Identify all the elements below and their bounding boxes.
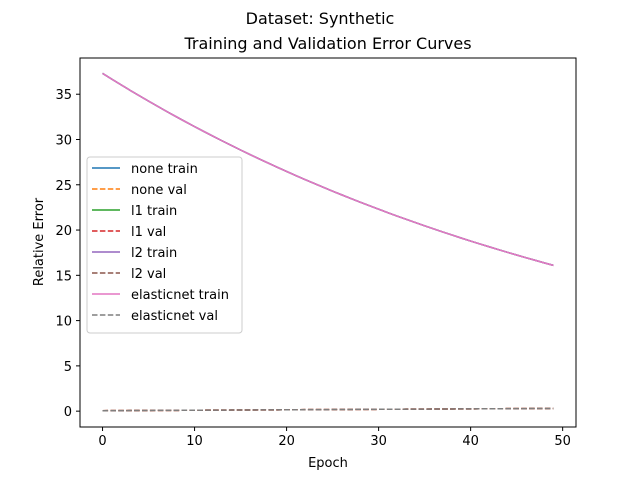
y-tick-label: 25 xyxy=(55,179,72,194)
x-axis-label: Epoch xyxy=(308,456,348,471)
legend: none train none val l1 train l1 val l2 train… xyxy=(86,156,243,334)
y-tick-label: 0 xyxy=(64,405,72,420)
y-tick-label: 30 xyxy=(55,133,72,148)
legend-label: none train xyxy=(131,162,198,177)
y-tick-label: 5 xyxy=(64,360,72,375)
y-tick-label: 15 xyxy=(55,269,72,284)
legend-label: none val xyxy=(131,183,187,198)
chart-title: Training and Validation Error Curves xyxy=(183,34,471,53)
x-tick-label: 40 xyxy=(462,434,479,449)
y-axis: 0 5 10 15 20 25 30 35 xyxy=(55,88,80,420)
y-axis-label: Relative Error xyxy=(32,197,47,286)
plot-area xyxy=(102,72,554,412)
series-line-elasticnet-val xyxy=(102,407,554,412)
legend-label: l1 train xyxy=(131,204,177,219)
y-tick-label: 10 xyxy=(55,315,72,330)
x-tick-label: 10 xyxy=(186,434,203,449)
plot-frame xyxy=(79,57,577,428)
legend-label: elasticnet train xyxy=(131,288,229,303)
x-tick-label: 20 xyxy=(278,434,295,449)
legend-label: l2 train xyxy=(131,246,177,261)
x-axis: 0 10 20 30 40 50 xyxy=(98,427,571,449)
x-tick-label: 30 xyxy=(370,434,387,449)
legend-box xyxy=(86,156,243,334)
legend-label: l2 val xyxy=(131,267,166,282)
x-tick-label: 50 xyxy=(554,434,571,449)
legend-label: elasticnet val xyxy=(131,309,218,324)
series-line-elasticnet-train xyxy=(102,72,554,267)
y-tick-label: 20 xyxy=(55,224,72,239)
y-tick-label: 35 xyxy=(55,88,72,103)
x-tick-label: 0 xyxy=(98,434,106,449)
legend-label: l1 val xyxy=(131,225,166,240)
chart-suptitle: Dataset: Synthetic xyxy=(246,9,395,28)
